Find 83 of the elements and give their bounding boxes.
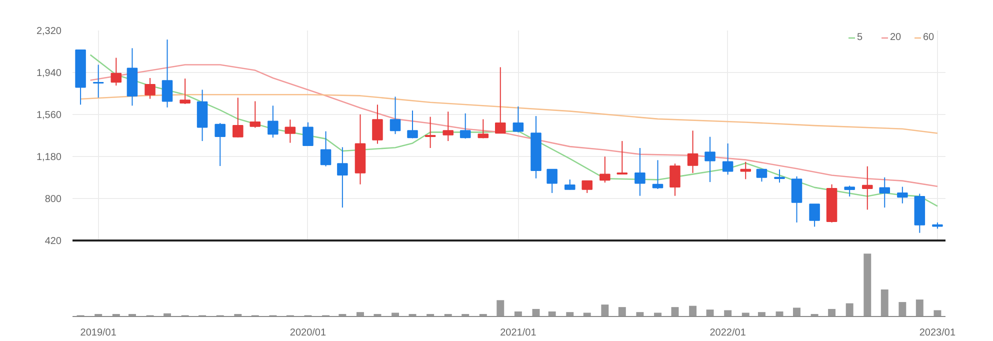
candlestick (791, 176, 802, 223)
bar (514, 311, 522, 316)
y-tick-label: 800 (44, 194, 62, 205)
y-tick-label: 1,180 (36, 152, 62, 163)
candlestick (92, 64, 104, 98)
legend-label: 60 (923, 32, 936, 43)
candlestick (424, 116, 436, 148)
candlestick (337, 146, 348, 208)
bar (846, 303, 854, 316)
bar (916, 300, 924, 316)
candlestick (512, 106, 524, 133)
x-tick-label: 2022/01 (710, 328, 746, 338)
bar (706, 310, 714, 316)
candlestick (460, 112, 471, 140)
bar (496, 300, 504, 316)
x-tick-label: 2023/01 (919, 328, 956, 338)
bar (583, 312, 591, 316)
x-tick-label: 2019/01 (80, 328, 117, 338)
candlestick (740, 161, 752, 180)
candlestick (390, 96, 401, 135)
candlestick (687, 130, 698, 174)
bar (828, 308, 836, 316)
candlestick (564, 178, 576, 190)
candlestick (582, 180, 592, 194)
bar (601, 304, 609, 316)
bar (689, 306, 697, 316)
candlestick (722, 142, 734, 176)
candlestick (442, 111, 454, 142)
bar (566, 312, 574, 316)
candlestick (180, 78, 190, 104)
line-series (90, 54, 938, 207)
y-tick-label: 1,560 (36, 110, 62, 121)
bar (724, 310, 732, 316)
candlestick (320, 130, 332, 167)
candlestick (110, 57, 122, 86)
bar (636, 312, 644, 316)
candlestick (495, 66, 506, 134)
bar (742, 312, 750, 316)
candlestick (600, 156, 610, 184)
bar (618, 307, 626, 316)
bar (356, 312, 364, 316)
candlestick (268, 105, 278, 138)
candlestick (302, 122, 314, 146)
line-series (90, 64, 938, 187)
bar (864, 254, 872, 316)
candlestick (634, 147, 646, 196)
legend-label: 20 (890, 32, 902, 43)
candlestick (774, 168, 785, 184)
bar (934, 310, 942, 316)
candlestick (704, 136, 716, 183)
candlestick (407, 110, 418, 139)
candlestick (809, 204, 820, 228)
candlestick (862, 166, 873, 210)
bar (880, 289, 888, 316)
y-tick-label: 420 (44, 236, 62, 247)
bar (793, 308, 800, 316)
bar (898, 302, 906, 316)
bar (654, 312, 662, 316)
candlestick (844, 185, 855, 198)
legend-label: 5 (857, 32, 864, 43)
bar (392, 312, 400, 316)
candlestick (478, 118, 489, 139)
candlestick (546, 168, 558, 194)
bar (758, 312, 766, 316)
y-tick-label: 1,940 (36, 68, 62, 79)
candlestick (214, 122, 226, 167)
candlestick (756, 168, 768, 182)
x-tick-label: 2021/01 (500, 328, 537, 338)
candlestick (616, 140, 628, 174)
candlestick (250, 100, 261, 128)
candlestick (372, 104, 383, 144)
candlestick (232, 97, 244, 138)
candlestick (670, 163, 680, 196)
x-tick-label: 2020/01 (290, 328, 326, 338)
bar (548, 311, 556, 316)
candlestick (162, 39, 173, 108)
y-tick-label: 2,320 (36, 26, 62, 37)
line-series (80, 94, 938, 134)
candlestick (879, 176, 890, 208)
candlestick (284, 119, 296, 144)
candlestick (897, 186, 908, 204)
candlestick (652, 160, 664, 190)
candlestick (144, 78, 156, 100)
